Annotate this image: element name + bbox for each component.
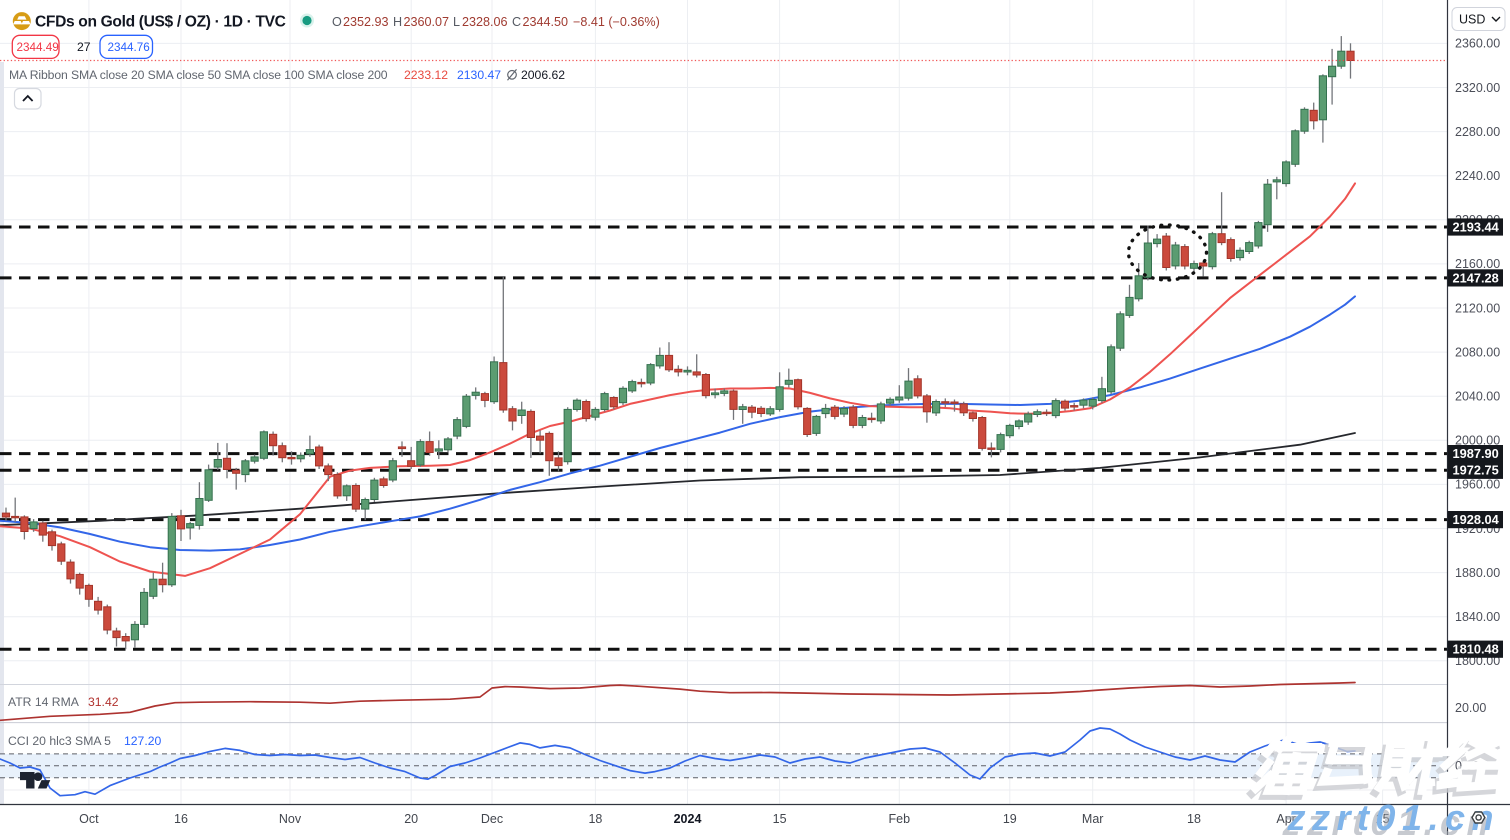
- svg-text:Dec: Dec: [481, 812, 503, 826]
- svg-text:15: 15: [773, 812, 787, 826]
- svg-text:Apr: Apr: [1276, 812, 1295, 826]
- svg-text:2320.00: 2320.00: [1455, 81, 1500, 95]
- svg-text:15: 15: [1376, 812, 1390, 826]
- svg-text:2160.00: 2160.00: [1455, 257, 1500, 271]
- svg-text:2344.49: 2344.49: [17, 41, 59, 54]
- svg-text:2344.50: 2344.50: [523, 15, 569, 29]
- svg-text:2000.00: 2000.00: [1455, 434, 1500, 448]
- svg-text:16: 16: [174, 812, 188, 826]
- svg-text:2024: 2024: [674, 812, 702, 826]
- svg-text:2240.00: 2240.00: [1455, 169, 1500, 183]
- svg-text:C: C: [512, 15, 521, 29]
- svg-text:Mar: Mar: [1082, 812, 1104, 826]
- svg-text:31.42: 31.42: [88, 695, 119, 709]
- svg-text:2280.00: 2280.00: [1455, 125, 1500, 139]
- svg-text:2130.47: 2130.47: [457, 68, 501, 82]
- svg-text:2040.00: 2040.00: [1455, 390, 1500, 404]
- svg-text:127.20: 127.20: [124, 734, 161, 748]
- svg-text:−8.41 (−0.36%): −8.41 (−0.36%): [573, 15, 660, 29]
- svg-text:2233.12: 2233.12: [404, 68, 448, 82]
- svg-text:2147.28: 2147.28: [1453, 270, 1499, 285]
- svg-text:2360.07: 2360.07: [404, 15, 450, 29]
- svg-text:2006.62: 2006.62: [521, 68, 565, 82]
- svg-text:1810.48: 1810.48: [1453, 642, 1499, 657]
- svg-text:CFDs on Gold (US$ / OZ) · 1D ·: CFDs on Gold (US$ / OZ) · 1D · TVC: [35, 14, 286, 31]
- svg-text:1972.75: 1972.75: [1453, 463, 1499, 478]
- svg-text:Feb: Feb: [889, 812, 911, 826]
- svg-text:CCI 20 hlc3 SMA 5: CCI 20 hlc3 SMA 5: [8, 734, 111, 748]
- svg-text:ATR 14 RMA: ATR 14 RMA: [8, 695, 80, 709]
- svg-text:1928.04: 1928.04: [1453, 512, 1500, 527]
- svg-text:L: L: [453, 15, 460, 29]
- svg-text:19: 19: [1003, 812, 1017, 826]
- svg-text:2120.00: 2120.00: [1455, 301, 1500, 315]
- svg-text:1880.00: 1880.00: [1455, 566, 1500, 580]
- svg-text:2360.00: 2360.00: [1455, 37, 1500, 51]
- svg-text:H: H: [393, 15, 402, 29]
- svg-text:1960.00: 1960.00: [1455, 478, 1500, 492]
- svg-text:2193.44: 2193.44: [1453, 219, 1500, 234]
- svg-text:2352.93: 2352.93: [343, 15, 389, 29]
- svg-text:1840.00: 1840.00: [1455, 610, 1500, 624]
- svg-text:2328.06: 2328.06: [462, 15, 508, 29]
- svg-text:zzrt01.cn: zzrt01.cn: [1286, 797, 1500, 835]
- svg-text:2344.76: 2344.76: [108, 41, 150, 54]
- svg-text:18: 18: [1187, 812, 1201, 826]
- svg-text:18: 18: [588, 812, 602, 826]
- svg-text:27: 27: [77, 40, 91, 54]
- svg-text:zzrt01.cn: zzrt01.cn: [1281, 802, 1495, 835]
- svg-text:MA Ribbon SMA close 20 SMA clo: MA Ribbon SMA close 20 SMA close 50 SMA …: [9, 68, 388, 82]
- svg-text:2080.00: 2080.00: [1455, 345, 1500, 359]
- svg-text:20.00: 20.00: [1455, 701, 1486, 715]
- svg-text:20: 20: [404, 812, 418, 826]
- svg-text:1987.90: 1987.90: [1453, 446, 1499, 461]
- svg-text:Nov: Nov: [279, 812, 302, 826]
- svg-text:USD: USD: [1459, 13, 1485, 27]
- svg-text:Oct: Oct: [79, 812, 99, 826]
- svg-text:O: O: [332, 15, 342, 29]
